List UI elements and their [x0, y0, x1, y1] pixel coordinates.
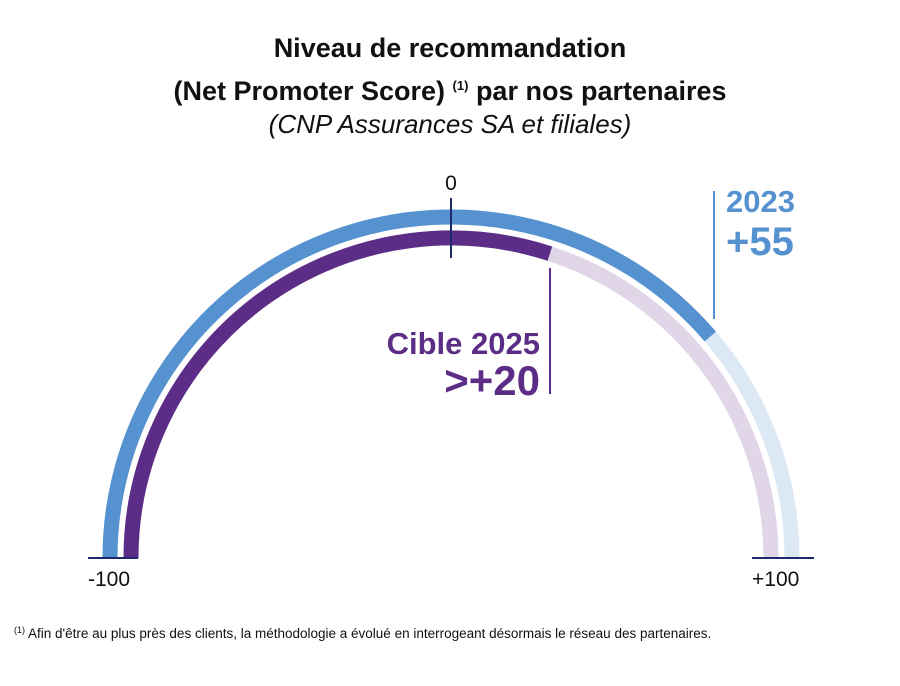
label-2023-year: 2023 — [726, 184, 795, 219]
label-target-value: >+20 — [444, 357, 540, 404]
tick-label-zero: 0 — [445, 172, 457, 195]
chart-title-line2: (Net Promoter Score) (1) par nos partena… — [0, 68, 900, 109]
chart-subtitle: (CNP Assurances SA et filiales) — [268, 109, 632, 139]
tick-label-min: -100 — [88, 568, 130, 591]
tick-label-max: +100 — [752, 568, 799, 591]
footnote-text: Afin d'être au plus près des clients, la… — [28, 626, 712, 641]
title-nps: (Net Promoter Score) — [173, 76, 446, 106]
chart-title-line1: Niveau de recommandation — [273, 33, 627, 63]
label-2023-value: +55 — [726, 220, 794, 264]
inner-value-arc-target — [123, 230, 553, 559]
title-note-mark: (1) — [452, 78, 469, 93]
title-partners: par nos partenaires — [475, 76, 727, 106]
footnote: (1) Afin d'être au plus près des clients… — [14, 625, 711, 641]
label-target-name: Cible 2025 — [387, 326, 540, 361]
footnote-mark: (1) — [14, 625, 25, 635]
outer-value-arc-2023 — [102, 209, 716, 559]
